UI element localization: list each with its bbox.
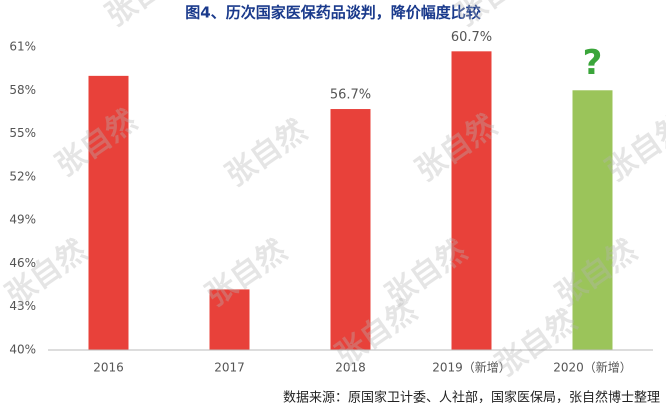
bar bbox=[451, 51, 492, 350]
bar bbox=[88, 75, 129, 350]
data-label: 56.7% bbox=[330, 88, 371, 103]
x-tick-label: 2019（新增） bbox=[432, 360, 511, 375]
bar bbox=[330, 109, 371, 351]
source-note: 数据来源：原国家卫计委、人社部，国家医保局，张自然博士整理 bbox=[283, 390, 660, 406]
x-tick-label: 2016 bbox=[93, 361, 124, 375]
y-tick-label: 43% bbox=[9, 299, 36, 313]
annotation: ? bbox=[583, 43, 603, 83]
x-tick-label: 2017 bbox=[214, 361, 245, 375]
watermark: 张自然 bbox=[99, 0, 193, 34]
y-tick-label: 61% bbox=[9, 40, 36, 54]
y-tick-label: 52% bbox=[9, 169, 36, 183]
x-tick-label: 2018 bbox=[335, 361, 366, 375]
y-tick-label: 46% bbox=[9, 256, 36, 270]
y-tick-label: 55% bbox=[9, 126, 36, 140]
bar bbox=[572, 90, 613, 351]
watermark: 张自然 bbox=[449, 0, 543, 34]
y-tick-label: 58% bbox=[9, 83, 36, 97]
y-tick-label: 40% bbox=[9, 343, 36, 357]
watermark: 张自然 bbox=[0, 233, 93, 313]
watermark: 张自然 bbox=[219, 113, 313, 193]
chart-title: 图4、历次国家医保药品谈判，降价幅度比较 bbox=[185, 4, 480, 22]
data-label: 60.7% bbox=[451, 30, 492, 45]
y-tick-label: 49% bbox=[9, 213, 36, 227]
x-tick-label: 2020（新增） bbox=[553, 360, 632, 375]
bar bbox=[209, 289, 250, 350]
